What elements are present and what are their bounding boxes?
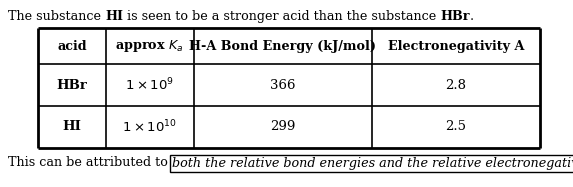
Text: 2.8: 2.8 — [445, 79, 466, 91]
Text: HI: HI — [105, 10, 123, 23]
Text: .: . — [470, 10, 474, 23]
Text: $1\times10^{10}$: $1\times10^{10}$ — [122, 119, 177, 135]
Text: H-A Bond Energy (kJ/mol): H-A Bond Energy (kJ/mol) — [189, 39, 376, 53]
Text: Electronegativity A: Electronegativity A — [388, 39, 524, 53]
Text: is seen to be a stronger acid than the substance: is seen to be a stronger acid than the s… — [123, 10, 440, 23]
Bar — [170, 154, 573, 171]
Text: approx $\mathit{K}_a$: approx $\mathit{K}_a$ — [115, 38, 184, 54]
Text: $1\times10^9$: $1\times10^9$ — [125, 77, 174, 93]
Text: HBr: HBr — [57, 79, 87, 91]
Text: HI: HI — [62, 120, 81, 134]
Text: 366: 366 — [270, 79, 296, 91]
Text: both the relative bond energies and the relative electronegativities. ✓: both the relative bond energies and the … — [172, 157, 573, 169]
Text: 2.5: 2.5 — [445, 120, 466, 134]
Text: This can be attributed to: This can be attributed to — [8, 157, 172, 169]
Text: acid: acid — [57, 39, 87, 53]
Text: 299: 299 — [270, 120, 296, 134]
Text: HBr: HBr — [440, 10, 470, 23]
Text: The substance: The substance — [8, 10, 105, 23]
